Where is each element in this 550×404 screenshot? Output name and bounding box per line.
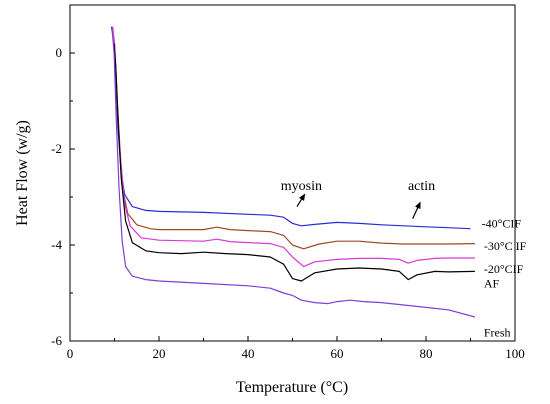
series-line-30-c-if: [111, 26, 475, 250]
plot-frame: [69, 4, 516, 342]
series-label-fresh: Fresh: [484, 325, 511, 339]
series-lines: [110, 26, 476, 318]
x-axis-title: Temperature (°C): [236, 379, 348, 396]
y-tick-label: -4: [51, 237, 62, 252]
annotation-arrow-myosin: [296, 193, 306, 207]
series-label-20-cif: -20°CIF: [484, 262, 524, 276]
y-tick-label: -6: [51, 333, 62, 348]
series-label-40-cif: -40°CIF: [482, 216, 522, 230]
x-tick-label: 100: [505, 346, 525, 361]
y-tick-label: 0: [56, 45, 63, 60]
x-tick-label: 0: [67, 346, 74, 361]
x-axis: 0 20 40 60 80 100: [67, 336, 525, 361]
x-tick-label: 40: [242, 346, 255, 361]
annotation-arrow-actin: [412, 201, 421, 219]
annotation-myosin: myosin: [281, 179, 322, 194]
series-line-af: [113, 43, 475, 282]
series-line-20-cif: [112, 26, 475, 268]
y-tick-label: -2: [51, 141, 62, 156]
y-axis-title: Heat Flow (w/g): [14, 120, 31, 226]
series-label-af: AF: [484, 276, 500, 290]
series-line-fresh: [111, 31, 476, 318]
x-tick-label: 20: [153, 346, 166, 361]
x-tick-label: 80: [420, 346, 433, 361]
peak-annotations: myosin actin: [281, 179, 435, 219]
x-tick-label: 60: [331, 346, 344, 361]
y-axis: -6 -4 -2 0: [51, 4, 75, 348]
annotation-actin: actin: [408, 179, 435, 194]
series-label-30-c-if: -30°C IF: [484, 239, 527, 253]
series-line-40-cif: [110, 26, 471, 230]
